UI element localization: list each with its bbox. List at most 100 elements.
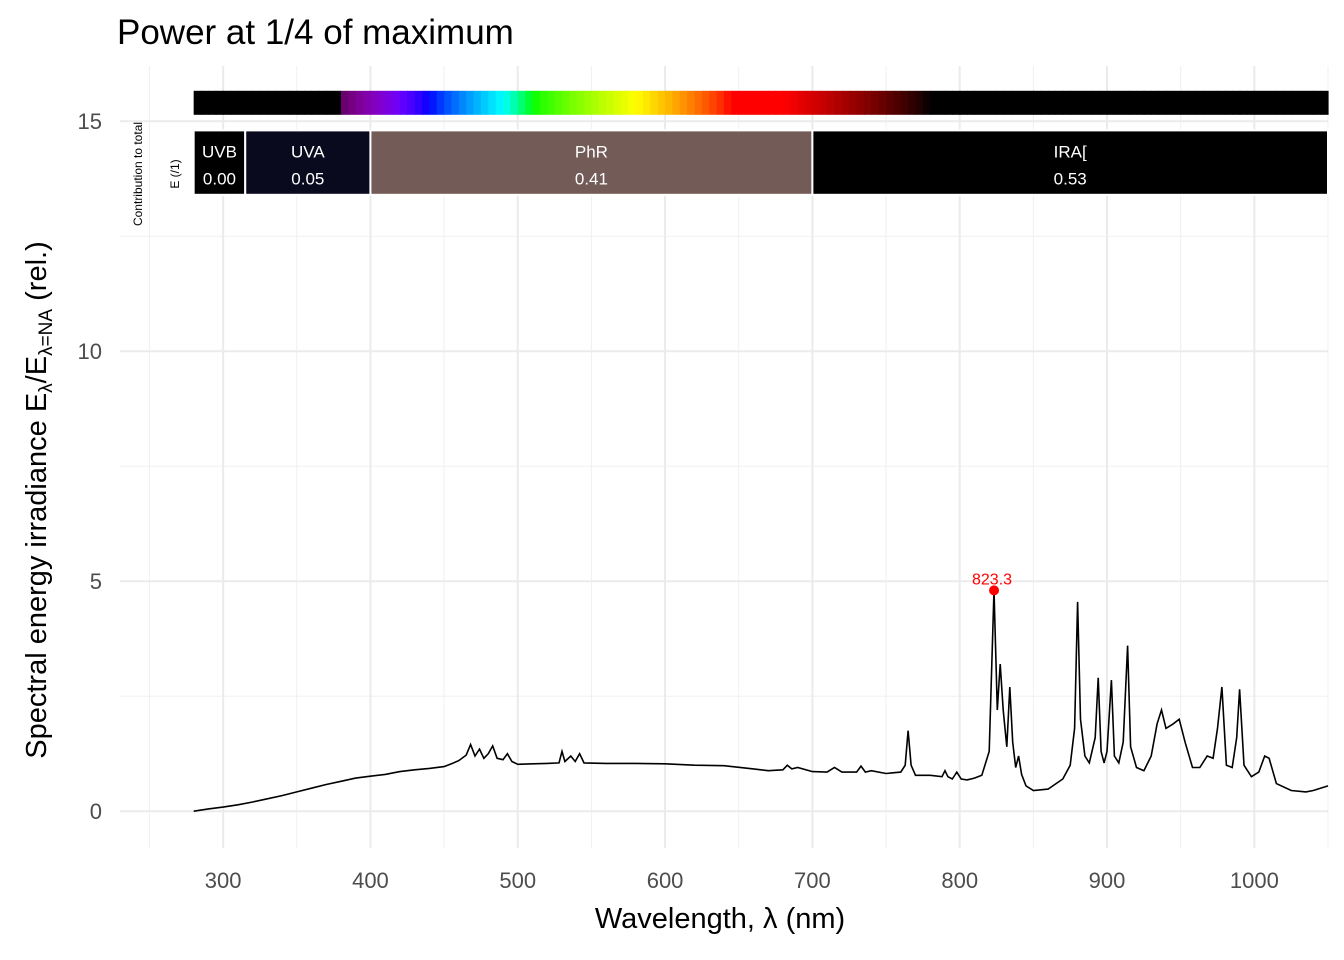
- y-tick-label: 5: [90, 569, 102, 594]
- spectrum-bar-segment: [782, 90, 791, 115]
- spectrum-bar-segment: [503, 90, 511, 115]
- spectrum-bar-segment: [569, 90, 578, 115]
- spectrum-bar-segment: [245, 90, 254, 115]
- spectrum-bar-segment: [193, 90, 202, 115]
- spectrum-bar-segment: [282, 90, 291, 115]
- spectrum-bar-segment: [201, 90, 209, 115]
- spectrum-bar-segment: [340, 90, 349, 115]
- spectrum-bar-segment: [539, 90, 548, 115]
- spectrum-bar-segment: [1180, 90, 1189, 115]
- spectrum-bar-segment: [561, 90, 570, 115]
- spectrum-bar-segment: [517, 90, 526, 115]
- spectrum-bar-segment: [333, 90, 342, 115]
- spectrum-bar-segment: [1195, 90, 1204, 115]
- grid-major: [120, 66, 1328, 848]
- spectrum-bar-segment: [1070, 90, 1079, 115]
- spectrum-bar-segment: [215, 90, 224, 115]
- spectrum-bar-segment: [1246, 90, 1255, 115]
- spectrum-bar-segment: [267, 90, 276, 115]
- spectrum-bar-segment: [863, 90, 872, 115]
- spectrum-bar-segment: [1026, 90, 1034, 115]
- waveband-box: [192, 129, 247, 196]
- spectrum-bar-segment: [252, 90, 261, 115]
- spectrum-bar-segment: [237, 90, 246, 115]
- spectrum-bar-segment: [230, 90, 239, 115]
- spectrum-bar-segment: [900, 90, 909, 115]
- spectrum-bar-segment: [694, 90, 703, 115]
- spectrum-bar-segment: [370, 90, 379, 115]
- spectrum-bar-segment: [289, 90, 298, 115]
- waveband-box: [244, 129, 372, 196]
- spectrum-bar-segment: [679, 90, 688, 115]
- spectrum-bar-segment: [753, 90, 762, 115]
- spectrum-bar-segment: [827, 90, 836, 115]
- spectrum-bar-segment: [1011, 90, 1020, 115]
- spectrum-bar-segment: [996, 90, 1005, 115]
- spectrum-bar-segment: [1188, 90, 1197, 115]
- spectrum-bar-segment: [768, 90, 777, 115]
- peak-marker-group: 823.3: [972, 571, 1012, 596]
- spectrum-bar-segment: [1291, 90, 1300, 115]
- spectrum-bar-segment: [606, 90, 615, 115]
- spectrum-bar-segment: [326, 90, 335, 115]
- spectrum-bar-segment: [937, 90, 946, 115]
- spectrum-bar-segment: [1062, 90, 1071, 115]
- spectrum-bar-segment: [805, 90, 813, 115]
- spectrum-bar-segment: [554, 90, 563, 115]
- spectrum-bar-segment: [1217, 90, 1226, 115]
- spectrum-bar-segment: [635, 90, 644, 115]
- spectrum-bar-segment: [1276, 90, 1285, 115]
- spectrum-bar-segment: [812, 90, 821, 115]
- spectrum-bar-segment: [665, 90, 674, 115]
- x-tick-label: 400: [352, 868, 389, 893]
- x-tick-label: 1000: [1230, 868, 1279, 893]
- x-axis-ticks: 300 400 500 600 700 800 900 1000: [205, 868, 1279, 893]
- x-axis-title: Wavelength, λ (nm): [595, 903, 845, 935]
- x-tick-label: 800: [941, 868, 978, 893]
- spectrum-bar-segment: [878, 90, 887, 115]
- spectrum-bar-segment: [1055, 90, 1064, 115]
- spectrum-bar-segment: [952, 90, 961, 115]
- spectrum-bar-segment: [495, 90, 504, 115]
- spectrum-bar-segment: [451, 90, 460, 115]
- spectrum-bar-segment: [716, 90, 725, 115]
- spectrum-bar-segment: [1158, 90, 1167, 115]
- spectrum-bar-segment: [657, 90, 666, 115]
- spectrum-bar-segment: [576, 90, 585, 115]
- x-tick-label: 700: [794, 868, 831, 893]
- spectrum-bar-segment: [1320, 90, 1329, 115]
- spectrum-bar-segment: [1121, 90, 1130, 115]
- waveband-name: PhR: [575, 142, 608, 161]
- spectrum-bar-segment: [355, 90, 364, 115]
- waveband-box: [369, 129, 814, 196]
- waveband-value: 0.05: [291, 169, 324, 188]
- spectrum-bar-segment: [399, 90, 408, 115]
- spectrum-bar-segment: [510, 90, 519, 115]
- spectrum-bar-segment: [525, 90, 534, 115]
- peak-label: 823.3: [972, 571, 1012, 588]
- spectrum-bar-segment: [760, 90, 769, 115]
- spectrum-bar-segment: [1232, 90, 1241, 115]
- waveband-value: 0.53: [1054, 169, 1087, 188]
- y-tick-label: 15: [78, 109, 102, 134]
- spectrum-bar-segment: [1048, 90, 1057, 115]
- spectrum-bar-segment: [1077, 90, 1086, 115]
- waveband-name: IRA[: [1054, 142, 1087, 161]
- spectrum-bar-segment: [488, 90, 497, 115]
- spectrum-bar-segment: [886, 90, 895, 115]
- spectrum-bar-segment: [1129, 90, 1138, 115]
- spectrum-bar-segment: [620, 90, 629, 115]
- peak-marker: [989, 585, 1000, 596]
- spectrum-bar-segment: [1269, 90, 1278, 115]
- spectrum-bar-segment: [422, 90, 430, 115]
- spectrum-bar-segment: [1210, 90, 1219, 115]
- y-axis-title: Spectral energy irradiance Eλ/Eλ=NA (rel…: [21, 241, 57, 759]
- spectrum-bar-segment: [1136, 90, 1145, 115]
- spectrum-bar-segment: [871, 90, 880, 115]
- waveband-name: UVA: [291, 142, 325, 161]
- spectrum-bar-segment: [1313, 90, 1322, 115]
- y-tick-label: 0: [90, 799, 102, 824]
- spectrum-bar-segment: [363, 90, 372, 115]
- spectrum-bar-segment: [1283, 90, 1292, 115]
